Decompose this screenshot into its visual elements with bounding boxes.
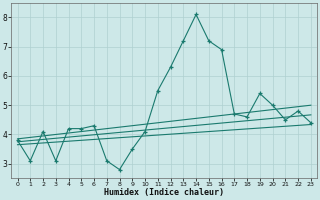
X-axis label: Humidex (Indice chaleur): Humidex (Indice chaleur) [104,188,224,197]
